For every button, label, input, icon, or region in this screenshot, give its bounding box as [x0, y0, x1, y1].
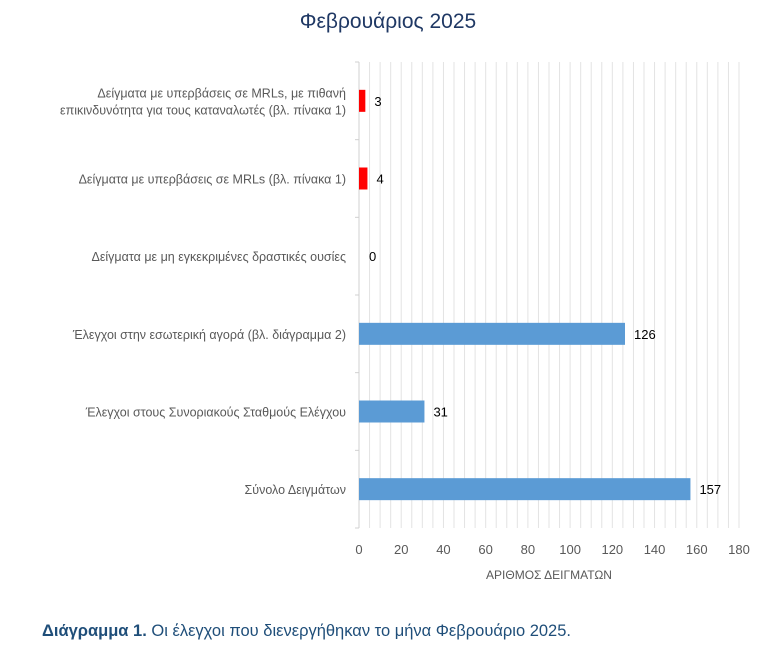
category-label: Δείγματα με υπερβάσεις σε MRLs (βλ. πίνα… — [79, 173, 346, 187]
data-label: 31 — [433, 405, 447, 420]
bar — [359, 478, 691, 501]
bar — [359, 322, 625, 345]
data-label: 0 — [369, 249, 376, 264]
data-label: 126 — [634, 327, 656, 342]
category-label: Δείγματα με υπερβάσεις σε MRLs, με πιθαν… — [97, 86, 346, 100]
x-tick-label: 100 — [559, 542, 581, 557]
x-tick-label: 80 — [521, 542, 535, 557]
bar — [359, 167, 368, 190]
figure-caption: Διάγραμμα 1. Οι έλεγχοι που διενεργήθηκα… — [42, 622, 571, 641]
x-tick-label: 0 — [355, 542, 362, 557]
chart-title: Φεβρουάριος 2025 — [299, 10, 477, 33]
x-tick-label: 160 — [686, 542, 708, 557]
caption-text: Οι έλεγχοι που διενεργήθηκαν το μήνα Φεβ… — [146, 622, 571, 640]
category-label: επικινδυνότητα για τους καταναλωτές (βλ.… — [60, 103, 346, 117]
data-label: 157 — [699, 482, 721, 497]
category-label: Δείγματα με μη εγκεκριμένες δραστικές ου… — [91, 250, 346, 264]
x-tick-label: 20 — [394, 542, 408, 557]
x-tick-label: 140 — [644, 542, 666, 557]
data-label: 4 — [376, 172, 383, 187]
bar — [359, 400, 425, 423]
data-label: 3 — [374, 94, 381, 109]
x-tick-label: 60 — [478, 542, 492, 557]
category-label: Έλεγχοι στην εσωτερική αγορά (βλ. διάγρα… — [72, 328, 346, 342]
x-tick-label: 120 — [601, 542, 623, 557]
category-label: Σύνολο Δειγμάτων — [245, 483, 346, 497]
x-tick-label: 180 — [728, 542, 750, 557]
x-axis-title: ΑΡΙΘΜΟΣ ΔΕΙΓΜΑΤΩΝ — [486, 568, 612, 582]
x-tick-label: 40 — [436, 542, 450, 557]
caption-label: Διάγραμμα 1. — [42, 622, 147, 640]
category-label: Έλεγχοι στους Συνοριακούς Σταθμούς Ελέγχ… — [85, 406, 346, 420]
bar — [359, 89, 366, 112]
